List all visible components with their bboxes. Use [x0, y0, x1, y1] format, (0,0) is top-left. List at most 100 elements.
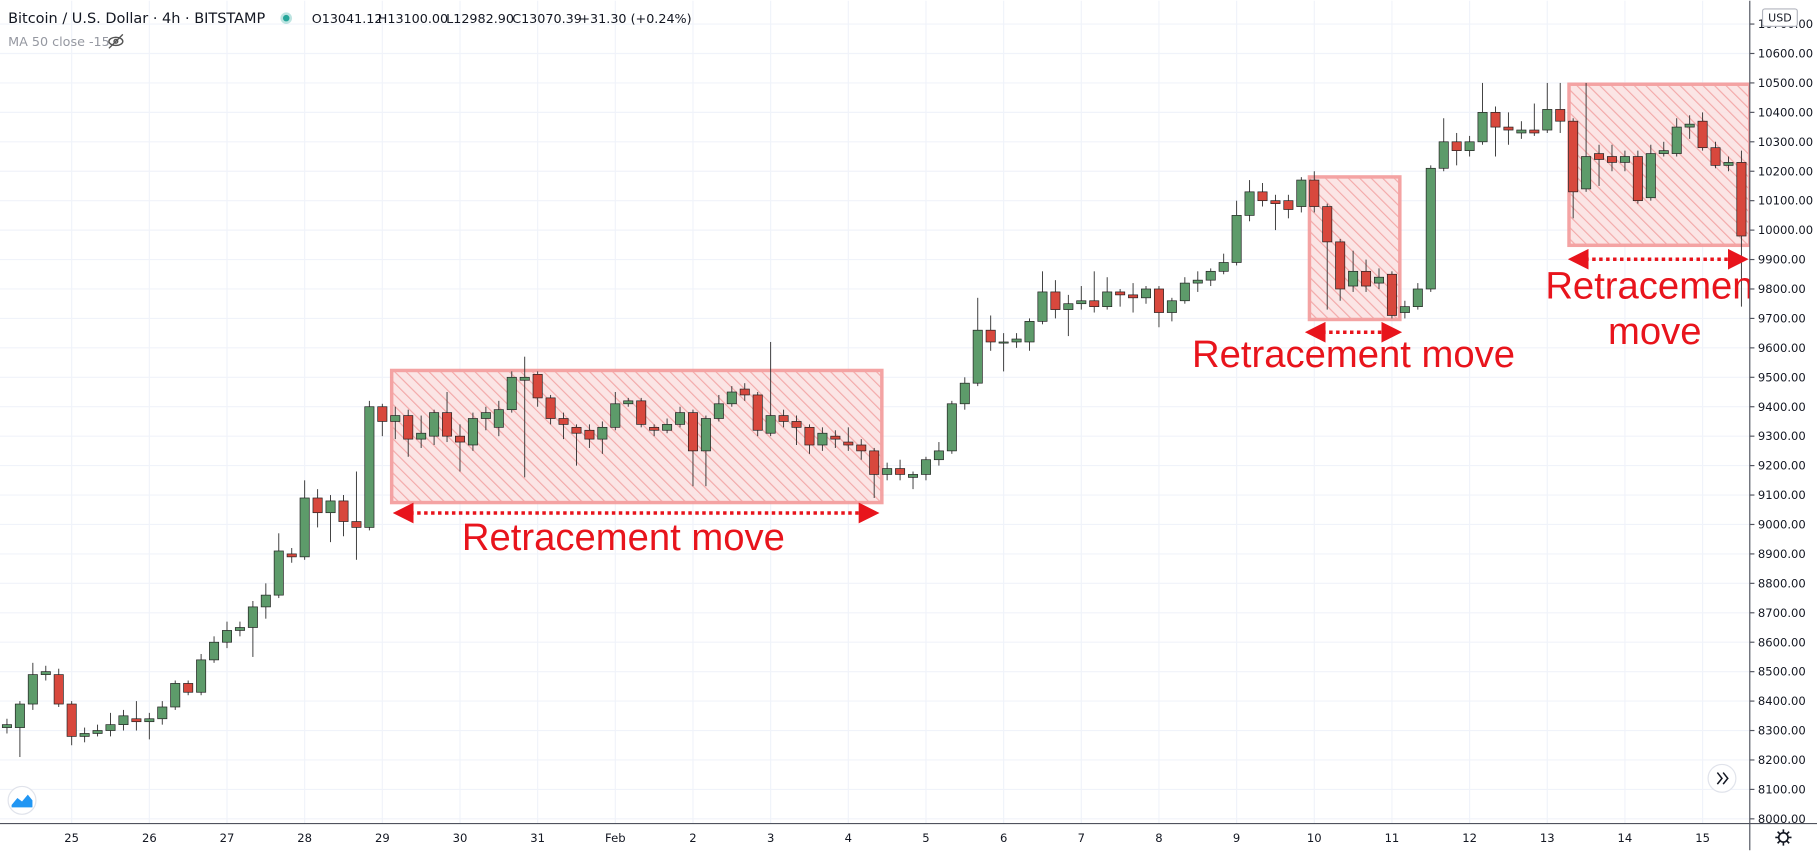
candle-body	[1594, 153, 1605, 160]
candle-body	[1581, 156, 1592, 190]
y-tick-label: 8800.00	[1758, 576, 1806, 590]
candle-body	[325, 500, 336, 514]
candle-body	[1464, 141, 1475, 151]
y-tick-label: 10400.00	[1758, 105, 1813, 119]
candle-body	[765, 415, 776, 434]
candle-body	[1723, 162, 1734, 166]
candle-body	[1218, 262, 1229, 272]
candle-body	[299, 497, 310, 558]
candle-body	[390, 415, 401, 422]
candle-body	[92, 730, 103, 734]
candle-body	[1102, 291, 1113, 307]
candle-body	[286, 553, 297, 558]
candle-body	[830, 435, 841, 440]
candle-body	[351, 521, 362, 528]
y-tick-label: 10500.00	[1758, 76, 1813, 90]
y-tick-label: 9900.00	[1758, 253, 1806, 267]
candle-body	[1374, 276, 1384, 284]
x-tick-label: 13	[1540, 831, 1555, 845]
candle-body	[752, 394, 763, 431]
y-tick-label: 8500.00	[1758, 665, 1806, 679]
y-tick-label: 9200.00	[1758, 459, 1806, 473]
annotation: Retracement move	[462, 516, 785, 559]
annotation-arrows	[392, 248, 1749, 524]
candle-body	[920, 459, 931, 475]
candle-body	[403, 415, 414, 440]
candle-body	[1399, 306, 1410, 313]
status-dot	[282, 14, 290, 22]
settings-icon[interactable]	[1775, 829, 1792, 846]
candle-body	[40, 671, 51, 675]
y-tick-label: 8200.00	[1758, 753, 1806, 767]
candle-body	[1503, 126, 1514, 131]
x-tick-label: 14	[1618, 831, 1633, 845]
x-tick-label: 6	[1000, 831, 1007, 845]
candle-body	[713, 403, 724, 419]
y-tick-label: 8600.00	[1758, 635, 1806, 649]
x-tick-label: 28	[297, 831, 312, 845]
x-tick-label: 11	[1385, 831, 1400, 845]
x-tick-label: 25	[64, 831, 79, 845]
axis-labels: 8000.00 8100.00 8200.00 8300.00 8400.00 8500.…	[64, 17, 1813, 845]
hide-icon[interactable]	[108, 33, 124, 49]
candle-body	[260, 594, 271, 608]
candle-body	[1, 724, 12, 728]
candle-body	[1283, 200, 1294, 210]
candle-body	[856, 444, 867, 452]
annotation: move	[1608, 310, 1702, 353]
candle-body	[933, 450, 944, 461]
candle-body	[778, 415, 789, 422]
candle-body	[1516, 129, 1527, 134]
candle-body	[338, 500, 349, 522]
y-tick-label: 9400.00	[1758, 400, 1806, 414]
candle-body	[1490, 112, 1501, 128]
candle-body	[1542, 109, 1553, 131]
candle-body	[455, 435, 465, 443]
y-tick-label: 9800.00	[1758, 282, 1806, 296]
logo-mark	[11, 794, 33, 808]
candle-body	[312, 497, 323, 514]
x-tick-label: 12	[1462, 831, 1477, 845]
candle-body	[985, 329, 996, 343]
chart-title: Bitcoin / U.S. Dollar · 4h · BITSTAMP	[8, 11, 265, 27]
candle-body	[726, 391, 737, 405]
currency-badge[interactable]	[1761, 8, 1798, 27]
candle-body	[739, 388, 750, 396]
candle-body	[14, 703, 25, 728]
time-axis	[0, 823, 1817, 851]
indicator-label: MA 50 close -15	[8, 35, 110, 50]
x-tick-label: 5	[922, 831, 929, 845]
candle-body	[416, 432, 427, 440]
candle-body	[882, 468, 893, 475]
candle-body	[610, 403, 621, 428]
x-tick-label: 15	[1695, 831, 1710, 845]
y-tick-label: 10600.00	[1758, 47, 1813, 61]
candle-body	[1322, 206, 1333, 243]
candle-body	[1361, 270, 1372, 287]
candle-body	[1477, 112, 1488, 143]
candle-body	[1309, 179, 1320, 207]
y-tick-label: 8700.00	[1758, 606, 1806, 620]
candle-body	[972, 329, 983, 384]
candle-body	[675, 412, 686, 425]
candle-body	[1438, 141, 1449, 169]
candle-body	[1697, 120, 1708, 149]
candle-body	[118, 715, 129, 725]
candle-body	[170, 683, 181, 708]
candle-body	[1128, 294, 1139, 299]
y-tick-label: 9700.00	[1758, 311, 1806, 325]
annotation: Retracement move	[1192, 333, 1515, 376]
y-tick-label: 8000.00	[1758, 812, 1806, 826]
candle-body	[946, 403, 957, 452]
candle-body	[1244, 191, 1255, 216]
y-tick-label: 9000.00	[1758, 518, 1806, 532]
y-tick-label: 9100.00	[1758, 488, 1806, 502]
candle-body	[1632, 156, 1643, 202]
candle-body	[908, 474, 919, 478]
ohlc-high: H13100.00	[378, 12, 448, 27]
candle-body	[1451, 141, 1462, 151]
candle-body	[1257, 191, 1268, 202]
candle-body	[817, 432, 828, 446]
y-tick-label: 8300.00	[1758, 724, 1806, 738]
